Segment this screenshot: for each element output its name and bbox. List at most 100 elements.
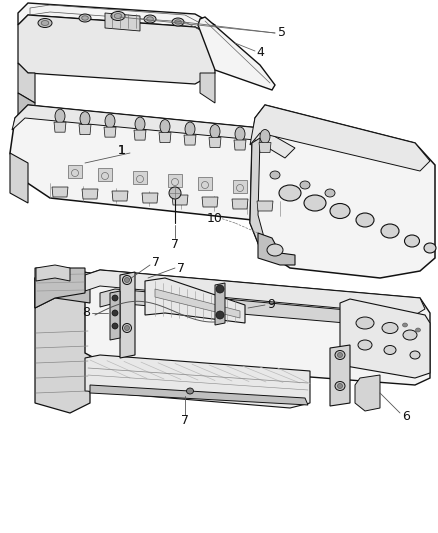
Polygon shape [35,268,90,413]
Ellipse shape [114,13,122,19]
Ellipse shape [175,20,181,24]
Polygon shape [250,138,265,248]
Ellipse shape [187,388,194,394]
Polygon shape [159,133,171,143]
Polygon shape [36,265,70,281]
Polygon shape [112,191,128,201]
Ellipse shape [325,189,335,197]
Ellipse shape [216,285,224,293]
Text: 7: 7 [171,238,179,251]
Ellipse shape [338,384,343,389]
Text: 5: 5 [278,27,286,39]
Ellipse shape [300,181,310,189]
Polygon shape [250,105,435,278]
Ellipse shape [403,323,407,327]
Ellipse shape [260,130,270,143]
Polygon shape [134,130,146,140]
Polygon shape [257,201,273,211]
Ellipse shape [304,195,326,211]
Polygon shape [68,165,82,178]
Text: 7: 7 [177,262,185,274]
Polygon shape [54,122,66,132]
Ellipse shape [55,109,65,123]
Polygon shape [198,17,275,90]
Polygon shape [35,268,85,308]
Polygon shape [110,291,120,340]
Polygon shape [330,345,350,406]
Polygon shape [82,189,98,199]
Polygon shape [10,153,28,203]
Polygon shape [10,105,310,223]
Polygon shape [85,270,430,385]
Ellipse shape [335,351,345,359]
Polygon shape [90,385,308,405]
Polygon shape [259,142,271,152]
Polygon shape [79,125,91,135]
Polygon shape [104,127,116,137]
Text: 7: 7 [181,414,189,426]
Ellipse shape [185,122,195,136]
Ellipse shape [356,213,374,227]
Ellipse shape [381,224,399,238]
Ellipse shape [112,323,118,329]
Polygon shape [100,289,395,333]
Polygon shape [18,3,215,37]
Ellipse shape [410,351,420,359]
Polygon shape [133,171,147,184]
Polygon shape [258,233,295,265]
Polygon shape [250,105,430,171]
Ellipse shape [112,310,118,316]
Ellipse shape [216,311,224,319]
Polygon shape [18,93,35,128]
Ellipse shape [124,326,130,330]
Ellipse shape [210,125,220,139]
Polygon shape [200,73,215,103]
Text: 10: 10 [207,212,223,224]
Polygon shape [120,272,135,358]
Ellipse shape [80,111,90,126]
Polygon shape [168,174,182,187]
Ellipse shape [144,15,156,23]
Polygon shape [209,138,221,148]
Polygon shape [198,177,212,190]
Ellipse shape [147,17,153,21]
Ellipse shape [82,16,88,20]
Polygon shape [184,135,196,145]
Ellipse shape [279,185,301,201]
Ellipse shape [135,117,145,131]
Polygon shape [172,195,188,205]
Polygon shape [85,355,310,408]
Ellipse shape [41,21,49,26]
Polygon shape [232,199,248,209]
Polygon shape [98,168,112,181]
Polygon shape [18,63,35,103]
Text: 6: 6 [402,410,410,424]
Ellipse shape [123,276,131,285]
Ellipse shape [160,119,170,134]
Ellipse shape [270,171,280,179]
Polygon shape [18,15,215,84]
Ellipse shape [405,235,420,247]
Polygon shape [355,375,380,411]
Ellipse shape [382,322,398,334]
Ellipse shape [330,204,350,219]
Ellipse shape [111,12,125,20]
Polygon shape [340,299,430,378]
Ellipse shape [335,382,345,391]
Polygon shape [12,105,295,158]
Text: 7: 7 [152,256,160,270]
Polygon shape [234,140,246,150]
Polygon shape [85,270,425,315]
Text: 9: 9 [267,298,275,311]
Ellipse shape [267,244,283,256]
Polygon shape [145,278,245,323]
Ellipse shape [105,114,115,128]
Ellipse shape [38,19,52,28]
Text: 1: 1 [118,143,126,157]
Ellipse shape [424,243,436,253]
Ellipse shape [338,352,343,358]
Polygon shape [215,283,225,325]
Polygon shape [202,197,218,207]
Ellipse shape [123,324,131,333]
Ellipse shape [416,328,420,332]
